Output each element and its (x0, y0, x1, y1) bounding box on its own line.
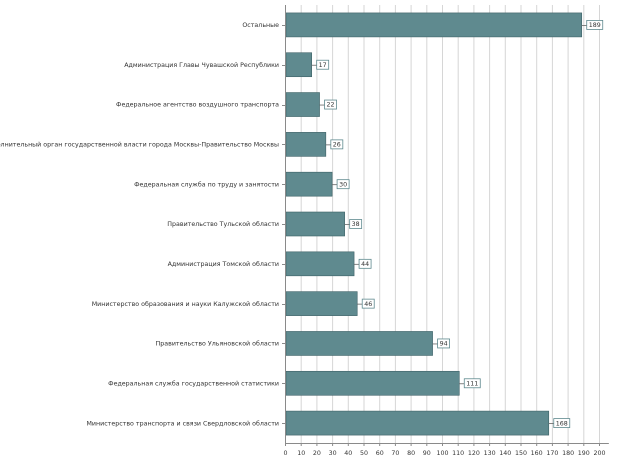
axes (282, 5, 609, 446)
data-label: 38 (352, 221, 360, 228)
x-tick-label: 30 (329, 450, 337, 457)
data-label-box (330, 139, 344, 150)
bar (285, 370, 460, 396)
bar (285, 251, 355, 277)
bar (285, 410, 550, 436)
x-tick-label: 100 (436, 450, 448, 457)
data-label-box (553, 418, 571, 428)
grid-lines (300, 5, 600, 443)
x-tick-label: 180 (562, 450, 574, 457)
data-label-box (586, 20, 604, 30)
data-label-box (324, 99, 337, 110)
data-label: 44 (361, 261, 369, 268)
x-tick-label: 10 (297, 450, 305, 457)
bar (285, 211, 345, 237)
category-label: Администрация Томской области (168, 260, 279, 268)
x-tick-label: 90 (423, 450, 431, 457)
labels: 0 10 20 30 40 50 60 70 80 90 100 110 120 130 140 150 160… (0, 20, 606, 457)
bar (285, 132, 327, 157)
data-label: 111 (466, 380, 478, 387)
x-tick-label: 200 (593, 450, 605, 457)
x-tick-label: 40 (344, 450, 352, 457)
category-label: Федеральная служба по труду и занятости (134, 180, 279, 188)
bar (285, 52, 312, 78)
data-label: 22 (327, 102, 335, 109)
bar (285, 92, 320, 117)
category-label: Высший исполнительный орган государствен… (0, 141, 279, 149)
x-tick-label: 120 (468, 450, 480, 457)
bar (285, 331, 433, 356)
data-label: 189 (589, 22, 601, 29)
x-tick-label: 20 (313, 450, 321, 457)
x-tick-label: 60 (376, 450, 384, 457)
category-label: Федеральное агентство воздушного транспо… (116, 102, 279, 109)
data-label-box (336, 179, 350, 190)
data-label-box (349, 219, 363, 229)
data-label: 46 (364, 301, 372, 308)
data-label-box (437, 338, 450, 349)
x-tick-label: 70 (391, 450, 399, 457)
data-label-box (358, 258, 372, 269)
category-label: Правительство Ульяновской области (156, 340, 279, 348)
category-label: Федеральная служба государственной стати… (108, 379, 279, 387)
x-tick-label: 0 (283, 450, 287, 457)
bar (285, 171, 333, 197)
data-label: 26 (333, 142, 341, 149)
data-label: 17 (319, 62, 327, 69)
x-tick-label: 150 (515, 450, 527, 457)
x-tick-label: 50 (360, 450, 368, 457)
x-tick-label: 170 (546, 450, 558, 457)
category-label: Администрация Главы Чувашской Республики (124, 61, 279, 69)
data-label: 30 (339, 181, 347, 188)
data-label-box (361, 298, 375, 309)
category-label: Остальные (242, 22, 279, 29)
bar (285, 291, 358, 316)
x-tick-label: 160 (531, 450, 543, 457)
category-label: Министерство образования и науки Калужск… (92, 300, 279, 308)
x-tick-label: 110 (452, 450, 464, 457)
category-label: Правительство Тульской области (167, 220, 279, 228)
category-label: Министерство транспорта и связи Свердлов… (86, 419, 279, 427)
data-label: 168 (556, 420, 568, 427)
bars (285, 12, 583, 436)
x-tick-label: 80 (407, 450, 415, 457)
x-tick-label: 140 (499, 450, 511, 457)
data-label-box (316, 59, 330, 70)
x-tick-label: 190 (578, 450, 590, 457)
data-label: 94 (440, 341, 448, 348)
data-label-box (463, 378, 481, 389)
x-tick-label: 130 (484, 450, 496, 457)
bar (285, 12, 583, 38)
